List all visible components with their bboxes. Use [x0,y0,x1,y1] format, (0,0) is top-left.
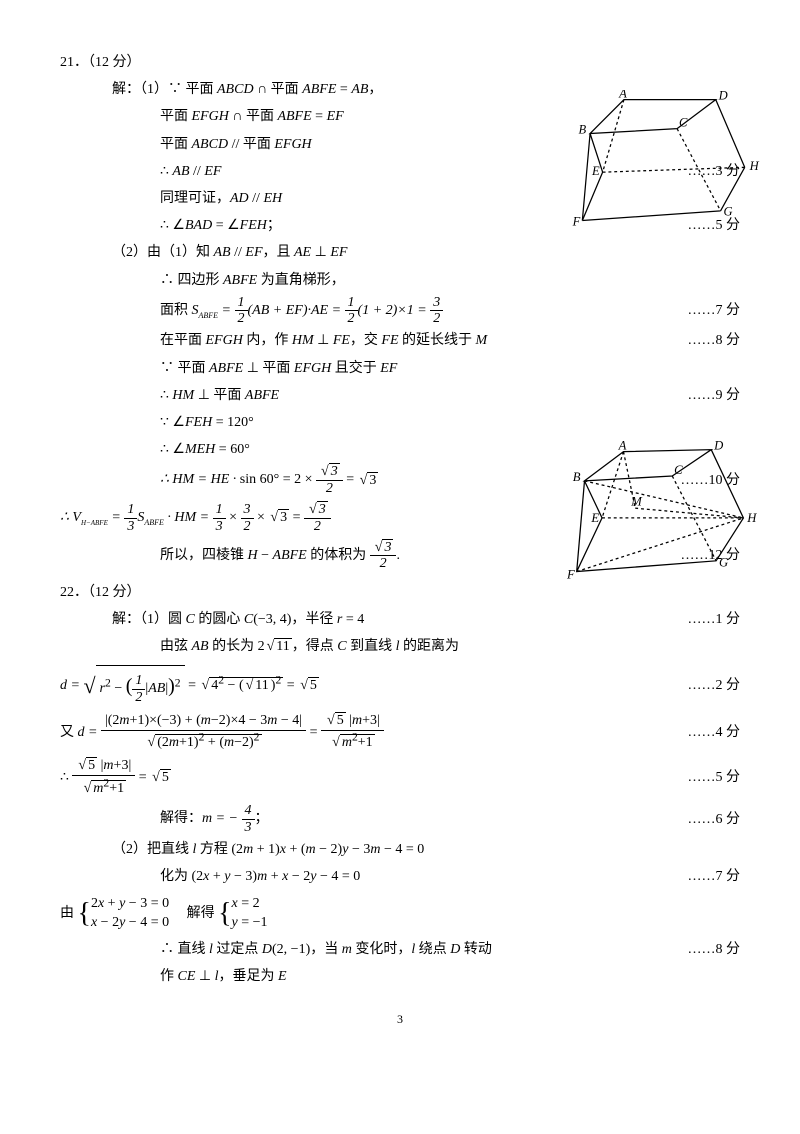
svg-text:D: D [713,440,723,453]
svg-text:B: B [578,123,586,137]
svg-text:A: A [618,90,627,101]
q22-p2d: ∴ 直线 l 过定点 D(2, −1)，当 m 变化时，l 绕点 D 转动……8… [160,937,740,962]
q21-area: 面积 SABFE = 12(AB + EF)·AE = 12(1 + 2)×1 … [160,295,740,327]
q22-l1: 解：（1）圆 C 的圆心 C(−3, 4)，半径 r = 4……1 分 [112,607,740,632]
svg-text:E: E [591,164,600,178]
svg-text:H: H [749,159,760,173]
geometry-figure-2: A B C D E F G H M [565,440,760,590]
q21-p2g: ∵ ∠FEH = 120° [160,410,740,435]
geometry-figure-1: A B C D E F G H [570,90,760,235]
q22-system: 由 {2x + y − 3 = 0x − 2y − 4 = 0 解得 {x = … [60,894,740,933]
svg-text:C: C [679,116,688,130]
q22-p2e: 作 CE ⊥ l，垂足为 E [160,964,740,989]
q22-p2b: 化为 (2x + y − 3)m + x − 2y − 4 = 0……7 分 [160,864,740,889]
q21-p2f: ∴ HM ⊥ 平面 ABFE……9 分 [160,383,740,408]
q21-p2a: （2）由（1）知 AB // EF，且 AE ⊥ EF [112,240,740,265]
svg-text:G: G [723,205,732,219]
svg-text:B: B [573,470,581,484]
q22-dist: d = √ r2 − (12|AB|)2 = 42 − (11)2 = 5 ……… [60,665,740,707]
q22-l2: 由弦 AB 的长为 211，得点 C 到直线 l 的距离为 [160,634,740,659]
svg-text:H: H [746,511,757,525]
svg-text:C: C [674,463,683,477]
q22-p2a: （2）把直线 l 方程 (2m + 1)x + (m − 2)y − 3m − … [112,837,740,862]
svg-text:A: A [618,440,627,453]
q22-solve-m: 解得：m = − 43； ……6 分 [160,803,740,835]
svg-text:G: G [719,556,728,570]
svg-text:M: M [630,494,643,508]
q21-p2b: ∴ 四边形 ABFE 为直角梯形， [160,268,740,293]
q21-p2d: 在平面 EFGH 内，作 HM ⊥ FE，交 FE 的延长线于 M……8 分 [160,328,740,353]
q21-p2e: ∵ 平面 ABFE ⊥ 平面 EFGH 且交于 EF [160,356,740,381]
svg-text:E: E [590,511,599,525]
q21-header: 21．（12 分） [60,50,740,75]
q22-d2: 又 d = |(2m+1)×(−3) + (m−2)×4 − 3m − 4| (… [60,713,740,752]
svg-text:F: F [572,214,581,228]
svg-text:F: F [566,567,575,581]
page-number: 3 [60,1009,740,1031]
svg-text:D: D [718,90,728,103]
q22-eq: ∴ 5 |m+3| m2+1 = 5 ……5 分 [60,758,740,797]
